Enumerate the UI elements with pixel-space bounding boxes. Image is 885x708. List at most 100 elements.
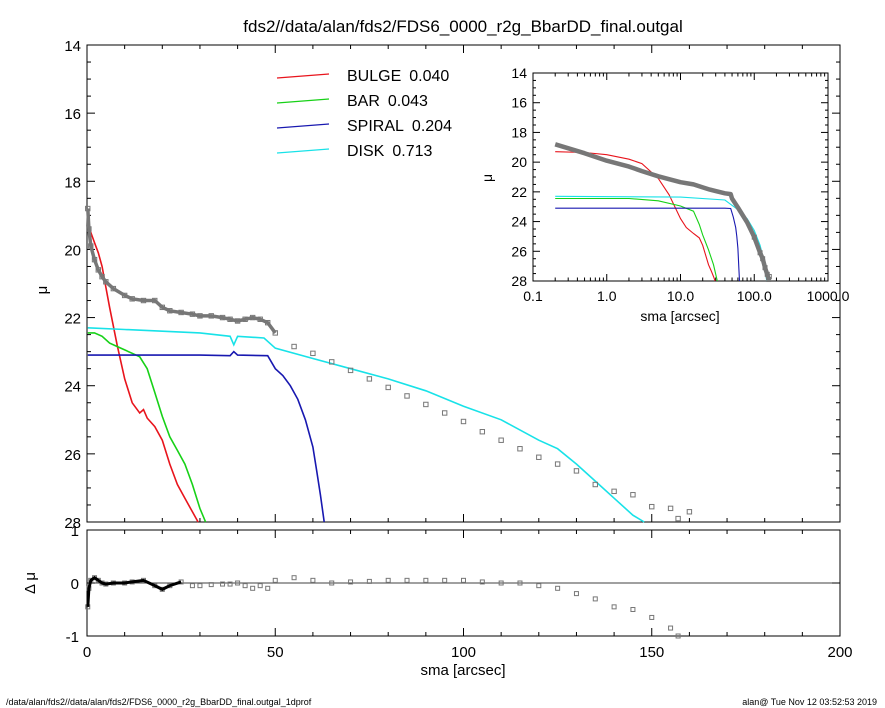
residual-point-marker: [272, 577, 278, 583]
residual-point-marker: [329, 580, 335, 586]
main-y-tick-label: 14: [64, 38, 81, 55]
inset-axis-ticks: 14 16 18 20 22 24 26 280.1 1.0 10.0 100.0 1000.0: [511, 65, 849, 304]
legend-entry-disk: DISK 0.713: [347, 143, 432, 160]
inset-x-tick-label: 100.0: [737, 288, 772, 304]
residual-point-marker: [291, 575, 297, 581]
data-point-marker: [479, 429, 486, 435]
legend-entry-bar: BAR 0.043: [347, 93, 428, 110]
residual-y-axis-label: Δ μ: [22, 572, 39, 594]
legend-label-bulge: BULGE: [347, 68, 401, 85]
residual-point-marker: [517, 580, 523, 586]
data-point-marker: [310, 350, 316, 357]
spiral-series-line: [87, 350, 325, 523]
data-point-marker: [536, 454, 542, 460]
main-profile-panel: 14 16 18 20 22 24 26 28 μ BULGE 0.040 BAR 0.043 SPI…: [34, 38, 841, 532]
residual-point-marker: [442, 577, 448, 583]
residual-point-marker: [227, 581, 233, 587]
main-y-axis-label: μ: [34, 286, 51, 295]
residual-point-marker: [592, 596, 598, 602]
main-axis-ticks: 14 16 18 20 22 24 26 28: [64, 38, 841, 532]
residual-y-tick-label: -1: [66, 629, 79, 646]
residual-point-marker: [668, 625, 674, 631]
inset-data-point-marker: [766, 277, 772, 283]
data-point-marker: [667, 505, 674, 512]
bulge-series-line: [87, 225, 199, 523]
residual-point-marker: [649, 614, 655, 620]
residual-point-marker: [265, 585, 271, 591]
inset-x-tick-label: 1000.0: [807, 288, 850, 304]
bar-series-line: [87, 332, 207, 523]
main-y-tick-label: 22: [64, 311, 81, 328]
residual-y-tick-label: 0: [71, 576, 79, 593]
residual-point-marker: [197, 583, 203, 589]
main-y-tick-label: 18: [64, 174, 81, 191]
legend-value-bar: 0.043: [388, 93, 428, 110]
residual-point-marker: [461, 577, 466, 583]
inset-y-tick-label: 14: [511, 65, 527, 81]
data-point-marker: [592, 481, 598, 488]
inset-x-tick-label: 10.0: [667, 288, 694, 304]
data-point-marker: [554, 461, 561, 467]
data-point-marker: [441, 410, 448, 416]
legend-swatch-bulge: [276, 73, 330, 79]
data-point-marker: [423, 401, 429, 408]
residual-point-marker: [242, 583, 248, 589]
inset-y-tick-label: 18: [511, 124, 527, 140]
footer-user-timestamp: alan@ Tue Nov 12 03:52:53 2019: [742, 697, 877, 707]
data-point-marker: [611, 488, 617, 495]
data-profile-thick-line: [86, 208, 277, 334]
data-point-marker: [329, 359, 335, 365]
data-point-marker: [649, 503, 655, 510]
inset-y-tick-label: 16: [511, 95, 527, 111]
legend-entry-spiral: SPIRAL 0.204: [347, 118, 452, 135]
inset-y-tick-label: 24: [511, 214, 527, 230]
disk-series-line: [87, 327, 645, 523]
legend-value-disk: 0.713: [392, 143, 432, 160]
residual-point-marker: [208, 582, 214, 588]
data-point-marker: [366, 376, 373, 382]
residual-point-marker: [257, 583, 263, 589]
residual-point-marker: [536, 583, 542, 589]
main-y-tick-label: 16: [64, 106, 81, 123]
inset-y-tick-label: 22: [511, 184, 527, 200]
main-y-tick-label: 20: [64, 242, 81, 259]
residual-x-tick-label: 50: [267, 644, 284, 661]
residual-point-marker: [385, 577, 391, 583]
inset-plot-frame: [532, 72, 829, 282]
data-point-marker: [517, 446, 523, 452]
inset-data-point-marker: [760, 256, 766, 262]
data-point-marker: [630, 492, 636, 498]
data-point-marker: [404, 393, 410, 399]
legend-label-bar: BAR: [347, 93, 380, 110]
residual-point-marker: [189, 583, 195, 589]
legend-entry-bulge: BULGE 0.040: [347, 68, 449, 85]
main-y-tick-label: 26: [64, 447, 81, 464]
residual-point-marker: [630, 607, 636, 612]
data-point-marker: [460, 418, 467, 425]
legend-swatch-bar: [276, 98, 330, 104]
residual-point-marker: [310, 577, 316, 583]
legend-value-spiral: 0.204: [412, 118, 452, 135]
residual-point-marker: [235, 580, 241, 586]
data-point-marker: [573, 468, 580, 474]
chart-title: fds2//data/alan/fds2/FDS6_0000_r2g_BbarD…: [243, 17, 682, 36]
data-point-marker: [498, 437, 504, 443]
inset-spiral-line: [555, 207, 741, 282]
inset-x-axis-label: sma [arcsec]: [640, 308, 719, 324]
inset-data-thick-line: [554, 142, 772, 282]
inset-y-tick-label: 26: [511, 243, 527, 259]
residual-point-marker: [404, 577, 410, 583]
inset-bulge-line: [555, 151, 716, 282]
data-point-marker: [675, 515, 681, 522]
footer-file-path: /data/alan/fds2//data/alan/fds2/FDS6_000…: [6, 697, 312, 707]
residual-x-tick-label: 0: [83, 644, 91, 661]
inset-bar-line: [555, 197, 718, 282]
residual-x-axis-label: sma [arcsec]: [420, 662, 505, 679]
residual-point-marker: [573, 591, 579, 597]
legend-swatch-disk: [276, 148, 330, 154]
inset-data-point-marker: [762, 265, 768, 271]
